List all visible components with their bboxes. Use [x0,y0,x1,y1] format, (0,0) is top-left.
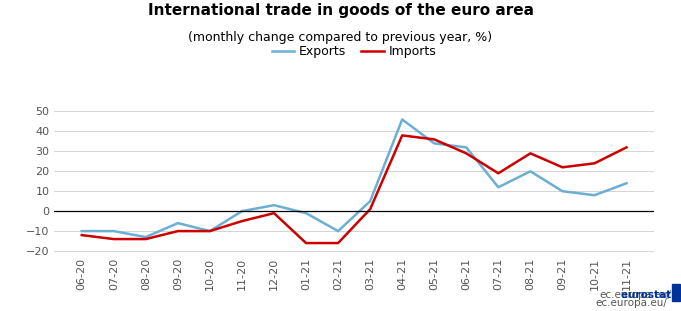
Text: ec.europa.eu/: ec.europa.eu/ [595,298,667,308]
Text: International trade in goods of the euro area: International trade in goods of the euro… [148,3,533,18]
Text: ec.europa.eu/: ec.europa.eu/ [599,290,671,300]
Text: eurostat: eurostat [592,290,671,300]
FancyBboxPatch shape [672,284,680,301]
Text: (monthly change compared to previous year, %): (monthly change compared to previous yea… [189,31,492,44]
Text: ec.europa.eu/eurostat: ec.europa.eu/eurostat [552,298,667,308]
Legend: Exports, Imports: Exports, Imports [267,40,441,63]
